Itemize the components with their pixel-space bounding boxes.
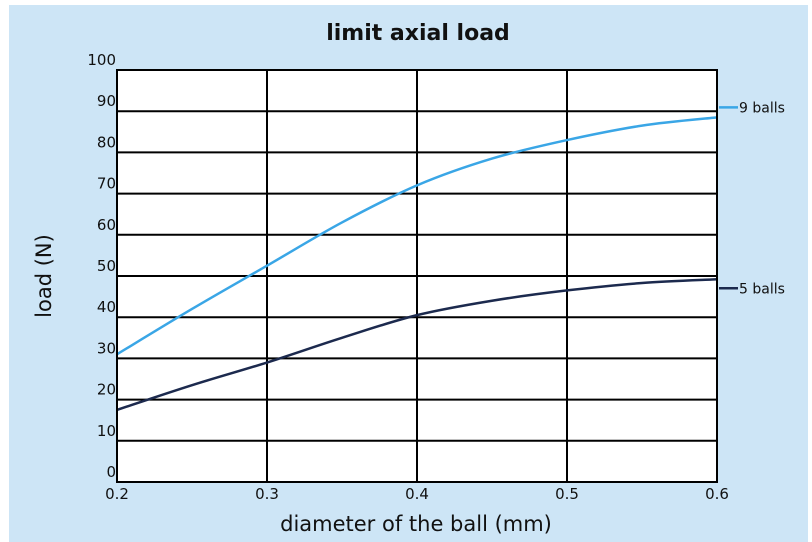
x-axis-title: diameter of the ball (mm) xyxy=(280,512,552,536)
y-tick-label: 60 xyxy=(97,216,116,234)
y-tick-label: 20 xyxy=(97,381,116,399)
y-tick-label: 100 xyxy=(87,51,116,69)
x-tick-label: 0.3 xyxy=(255,485,279,503)
legend: 9 balls 5 balls xyxy=(719,100,785,297)
legend-label-5-balls: 5 balls xyxy=(739,281,785,297)
tick-labels: 0 10 20 30 40 50 60 70 80 90 100 0.2 0.3 0.4 0.5 0.6 xyxy=(87,51,729,503)
y-axis-title: load (N) xyxy=(32,234,56,318)
y-tick-label: 0 xyxy=(106,463,116,481)
series-line-9-balls xyxy=(116,116,718,356)
series-line-5-balls xyxy=(116,278,718,412)
y-tick-label: 30 xyxy=(97,339,116,357)
y-tick-label: 50 xyxy=(97,257,116,275)
x-tick-label: 0.6 xyxy=(705,485,729,503)
y-tick-label: 70 xyxy=(97,175,116,193)
x-tick-label: 0.5 xyxy=(555,485,579,503)
y-tick-label: 80 xyxy=(97,133,116,151)
x-tick-label: 0.4 xyxy=(405,485,429,503)
y-tick-label: 90 xyxy=(97,92,116,110)
legend-label-9-balls: 9 balls xyxy=(739,100,785,116)
y-tick-label: 10 xyxy=(97,422,116,440)
x-tick-label: 0.2 xyxy=(105,485,129,503)
plot-border xyxy=(116,69,718,483)
series-lines xyxy=(116,116,718,412)
y-tick-label: 40 xyxy=(97,298,116,316)
chart-title: limit axial load xyxy=(326,21,510,46)
